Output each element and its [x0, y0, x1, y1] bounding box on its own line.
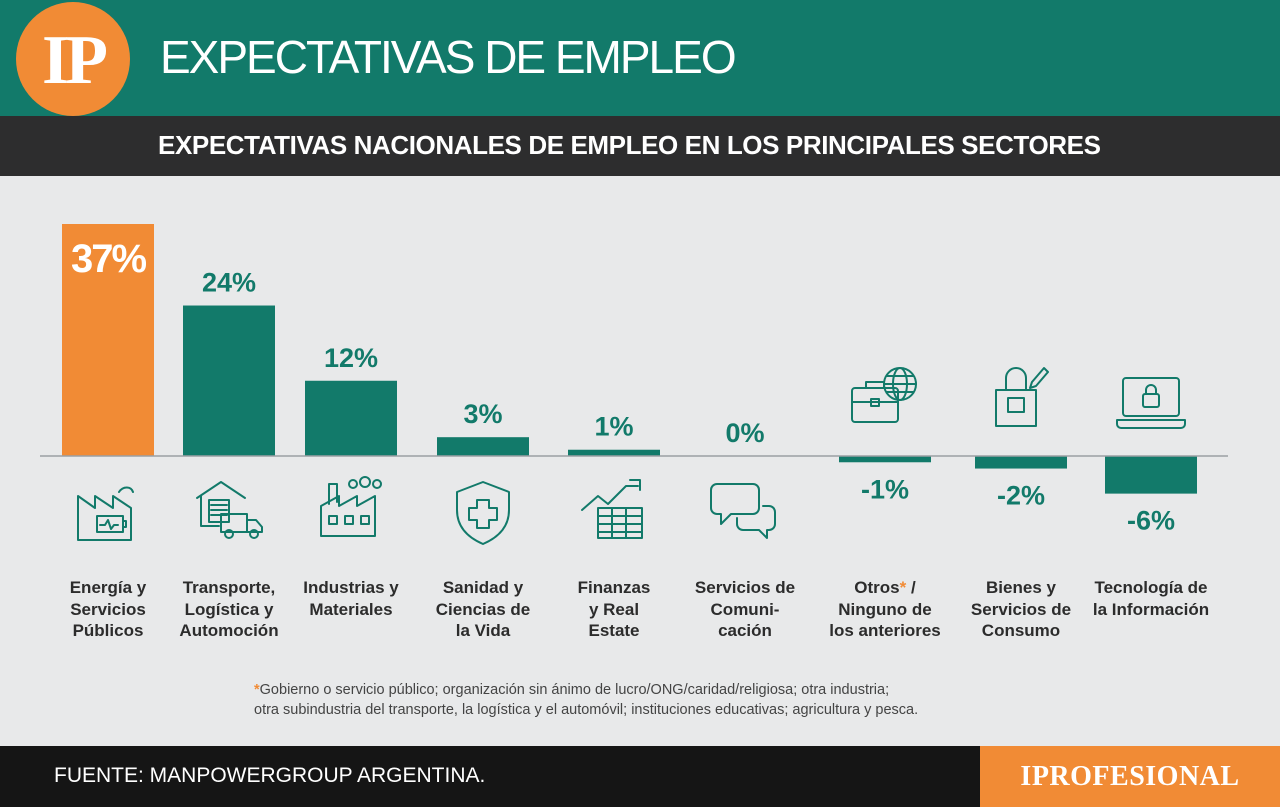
bar-3	[305, 380, 397, 456]
category-label-line: Finanzas	[577, 578, 651, 597]
chat-bubbles-icon	[709, 476, 781, 546]
category-label-line: Automoción	[179, 621, 279, 640]
footnote: *Gobierno o servicio público; organizaci…	[254, 680, 1054, 720]
footnote-line-1: Gobierno o servicio público; organizació…	[259, 682, 890, 698]
bar-8	[975, 456, 1067, 469]
category-label-line: Comuni-	[710, 599, 780, 619]
category-label-4: Sanidad y Ciencias de la Vida	[413, 577, 553, 642]
category-label-5: Finanzas y Real Estate	[544, 577, 684, 642]
bar-2	[183, 305, 275, 456]
bar-1	[62, 224, 154, 456]
bar-value-label-8: -2%	[997, 481, 1045, 511]
category-label-line: los anteriores	[829, 621, 941, 640]
ip-logo-text: IP	[42, 22, 108, 99]
shopping-bag-icon	[986, 364, 1056, 434]
bar-value-label-1: 37%	[71, 237, 146, 281]
laptop-lock-icon	[1113, 372, 1189, 434]
bar-chart: 37% 24% 12% 3% 1% 0% -1% -2% -6%	[40, 224, 1228, 536]
category-label-6: Servicios de Comuni-cación	[675, 577, 815, 642]
bar-4	[437, 437, 529, 456]
footnote-marker: *	[254, 682, 260, 698]
category-label-3: Industrias y Materiales	[281, 577, 421, 620]
category-label-line: la Vida	[455, 621, 511, 640]
category-label-7: Otros* / Ninguno de los anteriores	[815, 577, 955, 642]
category-label-line: Ninguno de	[838, 599, 932, 619]
category-label-line: Bienes y	[986, 578, 1056, 597]
category-label-line: Ciencias de	[435, 599, 531, 619]
chart-title: EXPECTATIVAS NACIONALES DE EMPLEO EN LOS…	[158, 130, 1101, 160]
factory-icon	[315, 474, 387, 544]
category-label-line: Consumo	[981, 621, 1061, 640]
category-label-2: Transporte, Logística y Automoción	[159, 577, 299, 642]
category-label-1: Energía y Servicios Públicos	[38, 577, 178, 642]
category-label-line: y Real	[588, 599, 640, 619]
bar-value-label-6: 0%	[725, 418, 764, 448]
footnote-line-2: otra subindustria del transporte, la log…	[254, 702, 919, 718]
finance-chart-icon	[578, 474, 650, 544]
category-label-line: Estate	[588, 621, 640, 640]
bar-value-label-2: 24%	[202, 268, 256, 298]
category-label-line: Tecnología de	[1094, 578, 1208, 597]
energy-icon	[73, 478, 143, 548]
category-label-line: Servicios	[70, 599, 146, 619]
bar-value-label-9: -6%	[1127, 506, 1175, 536]
category-label-line: Servicios de	[694, 578, 796, 597]
category-label-line: Sanidad y	[442, 578, 524, 597]
ip-logo: IP	[16, 2, 130, 116]
bar-5	[568, 449, 660, 456]
page-title: EXPECTATIVAS DE EMPLEO	[160, 31, 737, 83]
briefcase-globe-icon	[848, 366, 922, 430]
category-label-line: Servicios de	[970, 599, 1072, 619]
category-label-line: Energía y	[69, 578, 147, 597]
bar-value-label-5: 1%	[594, 412, 633, 442]
category-label-line: Logística y	[184, 599, 274, 619]
footer: FUENTE: MANPOWERGROUP ARGENTINA. IPROFES…	[0, 746, 1280, 807]
category-label-line: Materiales	[309, 599, 393, 619]
header: IP EXPECTATIVAS DE EMPLEO	[0, 0, 1280, 116]
category-label-8: Bienes y Servicios de Consumo	[951, 577, 1091, 642]
transport-icon	[193, 474, 265, 544]
bar-value-label-4: 3%	[463, 399, 502, 429]
brand-text: IPROFESIONAL	[1020, 760, 1240, 792]
category-label-line: Transporte,	[182, 578, 276, 597]
bar-value-label-3: 12%	[324, 343, 378, 373]
bar-7	[839, 456, 931, 463]
health-shield-icon	[451, 478, 515, 548]
source-text: FUENTE: MANPOWERGROUP ARGENTINA.	[54, 764, 486, 787]
category-label-line: Públicos	[72, 621, 144, 640]
category-label-9: Tecnología de la Información	[1081, 577, 1221, 620]
subheader: EXPECTATIVAS NACIONALES DE EMPLEO EN LOS…	[0, 116, 1280, 176]
category-label-line: Otros* /	[854, 578, 916, 597]
category-label-line: Industrias y	[303, 578, 399, 597]
category-label-line: cación	[718, 621, 772, 640]
brand-logo: IPROFESIONAL	[980, 746, 1280, 807]
bar-9	[1105, 456, 1197, 494]
category-label-line: la Información	[1092, 599, 1210, 619]
bar-value-label-7: -1%	[861, 474, 909, 504]
